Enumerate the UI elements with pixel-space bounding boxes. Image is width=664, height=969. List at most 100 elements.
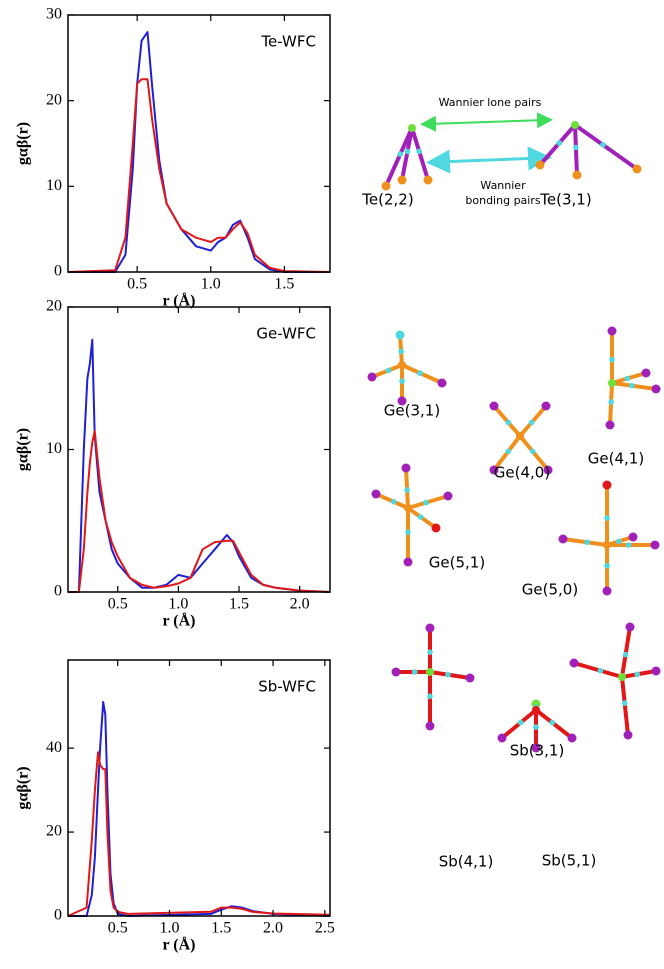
atom [516,432,524,440]
atom [401,463,411,473]
wannier-center [390,498,397,505]
wannier-center [615,538,622,545]
line [67,78,331,273]
structure-label: Ge(5,0) [522,581,578,599]
atom [489,401,499,411]
panel-title: Sb-WFC [258,678,316,696]
atom [602,480,612,490]
wannier-center [427,693,433,700]
line [67,751,331,917]
atom [535,160,545,170]
wannier-center [600,142,606,148]
atom [437,378,447,388]
y-tick-label: 20 [46,298,62,315]
wannier-center [427,649,433,655]
atom [404,504,412,512]
atom [398,361,406,369]
structure-label: Wannier [480,179,526,192]
line [68,31,330,273]
plot-frame [67,306,331,593]
structure-label: Sb(5,1) [542,852,597,870]
atom [532,706,540,714]
atom [543,465,553,475]
structure-label: Te(3,1) [539,191,591,209]
bond [384,126,414,188]
y-axis-label: gαβ(r) [15,122,32,165]
wannier-center [549,719,555,726]
x-axis-label: r (Å) [162,612,195,630]
x-tick-label: 1.5 [229,596,249,613]
atom [531,743,541,753]
atom [628,532,638,542]
wannier-center [528,419,535,426]
x-tick-label: 0.5 [108,920,128,937]
atom [602,586,612,596]
atom [558,534,568,544]
x-axis-label: r (Å) [162,292,195,310]
x-tick-label: 1.0 [201,276,221,293]
wannier-center [584,539,590,546]
structure-label: Wannier lone pairs [439,96,542,109]
atom [608,379,616,387]
wannier-center [399,378,405,385]
wannier-center [505,419,512,426]
structure-label: Sb(3,1) [510,742,565,760]
wannier-center [398,348,404,355]
x-tick-label: 1.0 [168,596,188,613]
structure-label: Ge(3,1) [384,402,440,420]
x-tick-label: 2.5 [315,920,335,937]
atom [489,465,499,475]
x-tick-label: 1.0 [159,920,179,937]
wannier-center [629,382,635,389]
atom [651,384,661,394]
atom [541,401,551,411]
wannier-center [411,669,418,675]
wannier-center [597,667,604,674]
atom [567,733,577,743]
atom [397,396,407,406]
structure-label: Ge(4,0) [494,464,550,482]
y-tick-label: 0 [54,583,62,600]
atom [605,420,615,430]
y-tick-label: 0 [54,907,62,924]
atom [497,733,507,743]
wannier-center [609,356,615,363]
atom [397,175,407,185]
atom [650,540,660,550]
wannier-center [533,724,539,730]
atom [403,557,413,567]
wannier-center [625,542,632,548]
structure-label: Sb(4,1) [439,853,494,871]
wannier-center [634,671,641,678]
wannier-center [624,375,631,382]
atom [571,121,579,129]
wannier-center [573,144,579,151]
wannier-center [417,514,424,520]
y-tick-label: 30 [46,6,62,23]
atom [641,368,651,378]
atom [623,730,633,740]
atom [391,667,401,677]
structure-label: Ge(5,1) [429,554,485,572]
plot-frame [67,659,331,917]
wannier-center [622,651,629,658]
y-tick-label: 0 [54,263,62,280]
atom [607,326,617,336]
structure-label: Te(2,2) [361,191,413,209]
atom [651,666,661,676]
atom [603,541,611,549]
x-tick-label: 1.5 [211,920,231,937]
structure-label: Ge(4,1) [588,450,644,468]
wannier-center [608,399,614,405]
wannier-center [505,448,512,455]
line [68,701,331,917]
wannier-center [417,370,423,376]
y-tick-label: 20 [46,823,62,840]
atom [408,124,416,132]
atom [367,372,377,382]
wannier-center [423,499,429,506]
wannier-center [445,671,451,678]
arrow [426,146,552,174]
